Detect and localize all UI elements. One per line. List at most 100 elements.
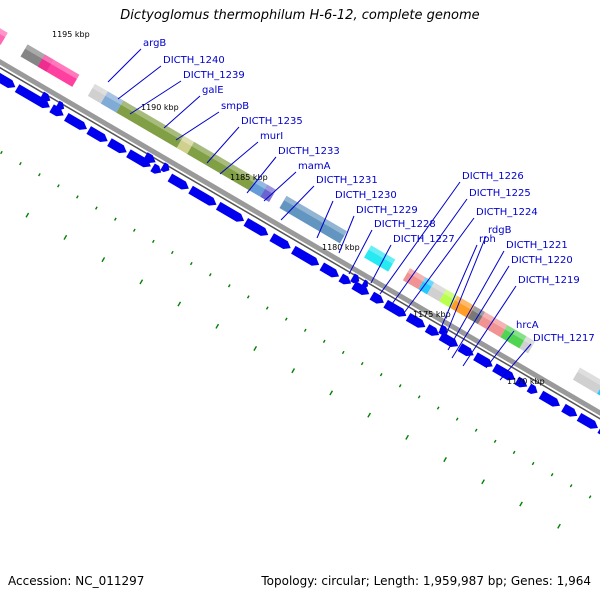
map-title: Dictyoglomus thermophilum H-6-12, comple… — [120, 8, 480, 23]
cds-arrow-forward-group — [167, 173, 189, 190]
scale-label: 1170 kbp — [507, 377, 545, 386]
cds-arrow-small-group — [39, 91, 51, 102]
cds-arrow-forward-group — [188, 185, 217, 206]
cds-arrow-forward-group — [351, 281, 370, 295]
gene-label: DICTH_1228 — [374, 219, 436, 230]
scale-tick-minor — [341, 350, 345, 355]
gene-leader-line — [117, 65, 162, 100]
feature-block — [418, 277, 435, 295]
feature-block — [427, 282, 447, 302]
cds-arrow-forward-group — [514, 376, 528, 388]
cds-arrow-forward — [49, 104, 64, 117]
feature-block-highlight — [523, 336, 536, 346]
cds-arrow-forward-group — [473, 352, 493, 368]
cds-arrow-forward — [405, 312, 426, 328]
scale-tick-minor — [95, 206, 98, 210]
cds-arrow-forward-group — [319, 262, 340, 278]
backbone-edge-line — [0, 66, 600, 420]
cds-arrow-small-group — [160, 162, 170, 173]
gene-label: rdgB — [488, 225, 512, 236]
scale-tick-major — [139, 279, 144, 285]
gene-label: DICTH_1239 — [183, 70, 245, 81]
scale-tick-minor — [417, 395, 421, 399]
gene-label: argB — [143, 38, 166, 49]
scale-tick-major — [253, 345, 258, 351]
feature-block — [402, 268, 426, 290]
cds-arrow-forward — [383, 299, 407, 317]
scale-tick-major — [25, 212, 30, 218]
gene-label: DICTH_1230 — [335, 190, 397, 201]
feature-block-highlight — [191, 141, 257, 183]
scale-tick-major — [215, 323, 220, 329]
cds-arrow-forward — [473, 352, 493, 368]
cds-arrow-small — [54, 100, 65, 111]
gene-label: rph — [479, 234, 496, 245]
gene-leader-line — [263, 171, 297, 202]
cds-arrow-forward — [561, 403, 578, 417]
feature-block-group — [176, 135, 195, 154]
feature-block-group — [477, 312, 508, 338]
backbone-line — [0, 59, 600, 416]
scale-tick-minor — [132, 228, 136, 232]
cds-arrow-forward — [351, 281, 370, 295]
gene-label: DICTH_1220 — [511, 255, 573, 266]
cds-arrow-forward — [14, 84, 50, 109]
cds-arrow-small — [350, 273, 360, 284]
cds-arrow-small-group — [54, 100, 65, 111]
scale-tick-minor — [246, 295, 250, 299]
feature-block-highlight — [368, 245, 396, 264]
scale-tick-major — [443, 457, 447, 463]
scale-tick-major — [177, 301, 182, 307]
gene-label: DICTH_1217 — [533, 333, 595, 344]
scale-tick-minor — [19, 161, 22, 166]
feature-block-group — [500, 325, 527, 349]
cds-arrow-small-group — [142, 152, 156, 164]
cds-arrow-forward — [107, 138, 127, 154]
feature-block — [450, 295, 475, 319]
cds-arrow-forward-group — [438, 332, 459, 347]
feature-block-group — [572, 367, 600, 394]
cds-arrow-forward — [126, 149, 151, 168]
feature-block-group — [279, 195, 347, 244]
cds-arrow-forward-group — [0, 69, 16, 88]
cds-arrow-forward-group — [49, 104, 64, 117]
feature-block — [477, 312, 508, 338]
feature-block — [176, 135, 195, 154]
feature-block-group — [87, 83, 108, 104]
gene-leader-line — [348, 229, 373, 275]
scale-tick-minor — [569, 484, 573, 488]
scale-tick-minor — [512, 450, 516, 455]
cds-arrow-forward — [188, 185, 217, 206]
gene-label: DICTH_1224 — [476, 207, 538, 218]
feature-block-group — [418, 277, 435, 295]
cds-arrow-small — [360, 279, 368, 289]
gene-leader-line — [499, 343, 532, 381]
cds-arrow-forward — [514, 376, 528, 388]
cds-arrow-forward — [215, 201, 245, 222]
cds-arrow-small — [160, 162, 170, 173]
scale-tick-major — [329, 390, 334, 396]
gene-leader-line — [370, 244, 392, 284]
scale-tick-major — [405, 434, 409, 440]
feature-block — [364, 245, 396, 272]
cds-arrow-forward-group — [338, 273, 352, 285]
gene-leader-line — [175, 111, 220, 141]
gene-leader-line — [443, 235, 487, 341]
cds-arrow-small — [438, 324, 448, 335]
feature-block-group — [100, 91, 124, 113]
scale-tick-major — [101, 257, 106, 263]
gene-label: DICTH_1240 — [163, 55, 225, 66]
cds-arrow-forward — [338, 273, 352, 285]
feature-block-highlight — [120, 100, 184, 141]
scale-tick-major — [519, 501, 523, 507]
scale-tick-minor — [436, 406, 440, 410]
topology-summary: Topology: circular; Length: 1,959,987 bp… — [261, 574, 591, 588]
scale-tick-minor — [588, 495, 592, 499]
cds-arrow-forward — [291, 245, 320, 266]
feature-block — [87, 83, 108, 104]
gene-label: DICTH_1231 — [316, 175, 378, 186]
scale-tick-minor — [151, 239, 155, 244]
feature-block-group — [187, 141, 257, 191]
